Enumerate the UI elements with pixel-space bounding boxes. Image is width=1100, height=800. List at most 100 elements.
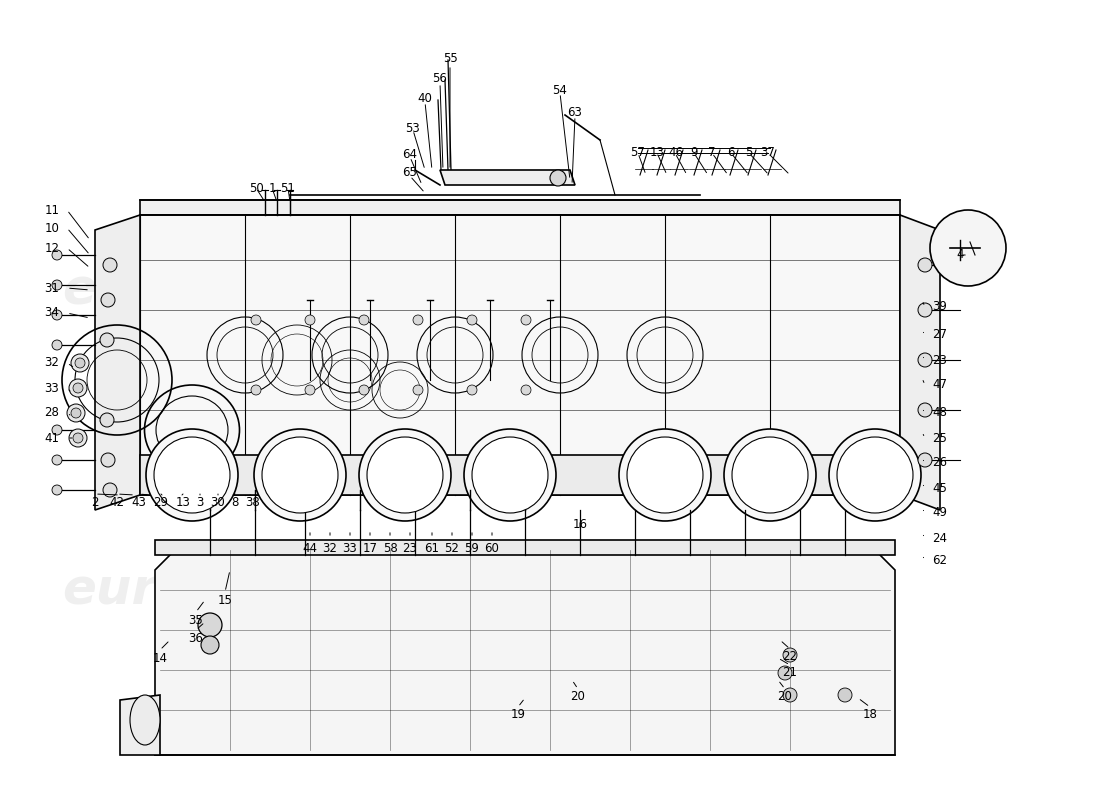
Text: 23: 23 xyxy=(933,354,947,366)
Text: 20: 20 xyxy=(571,690,585,703)
Circle shape xyxy=(783,648,798,662)
Text: 40: 40 xyxy=(418,91,432,105)
Text: 21: 21 xyxy=(782,666,797,679)
Circle shape xyxy=(359,315,369,325)
Text: 5: 5 xyxy=(746,146,752,159)
Text: 4: 4 xyxy=(956,249,964,262)
Text: 15: 15 xyxy=(218,594,232,606)
Text: 33: 33 xyxy=(45,382,59,394)
Text: 7: 7 xyxy=(708,146,716,159)
Circle shape xyxy=(201,636,219,654)
Text: 54: 54 xyxy=(552,83,568,97)
Text: eurospares: eurospares xyxy=(562,566,878,614)
Circle shape xyxy=(100,413,114,427)
Text: 33: 33 xyxy=(342,542,358,554)
Polygon shape xyxy=(140,200,900,215)
Circle shape xyxy=(52,425,62,435)
Text: 39: 39 xyxy=(933,301,947,314)
Circle shape xyxy=(73,433,82,443)
Text: 20: 20 xyxy=(778,690,792,703)
Circle shape xyxy=(619,429,711,521)
Circle shape xyxy=(412,385,424,395)
Text: 17: 17 xyxy=(363,542,377,554)
Circle shape xyxy=(918,258,932,272)
Text: 29: 29 xyxy=(154,495,168,509)
Text: 41: 41 xyxy=(44,431,59,445)
Circle shape xyxy=(73,383,82,393)
Text: eurospares: eurospares xyxy=(62,266,378,314)
Circle shape xyxy=(52,250,62,260)
Circle shape xyxy=(627,437,703,513)
Circle shape xyxy=(52,280,62,290)
Text: 30: 30 xyxy=(210,495,225,509)
Circle shape xyxy=(732,437,808,513)
Ellipse shape xyxy=(130,695,159,745)
Circle shape xyxy=(724,429,816,521)
Circle shape xyxy=(146,429,238,521)
Text: 13: 13 xyxy=(650,146,664,159)
Circle shape xyxy=(550,170,566,186)
Circle shape xyxy=(838,688,853,702)
Text: 3: 3 xyxy=(196,495,204,509)
Bar xyxy=(140,215,900,495)
Text: 32: 32 xyxy=(322,542,338,554)
Polygon shape xyxy=(155,550,895,755)
Text: eurospares: eurospares xyxy=(62,566,378,614)
Text: 47: 47 xyxy=(933,378,947,391)
Circle shape xyxy=(918,353,932,367)
Circle shape xyxy=(472,437,548,513)
Polygon shape xyxy=(120,695,160,755)
Text: 61: 61 xyxy=(425,542,440,554)
Text: 13: 13 xyxy=(176,495,190,509)
Circle shape xyxy=(464,429,556,521)
Text: 1: 1 xyxy=(268,182,276,194)
Circle shape xyxy=(412,315,424,325)
Circle shape xyxy=(154,437,230,513)
Circle shape xyxy=(367,437,443,513)
Circle shape xyxy=(778,666,792,680)
Text: 48: 48 xyxy=(933,406,947,419)
Circle shape xyxy=(918,403,932,417)
Circle shape xyxy=(198,613,222,637)
Text: 19: 19 xyxy=(510,709,526,722)
Text: 44: 44 xyxy=(302,542,318,554)
Text: 10: 10 xyxy=(45,222,59,234)
Circle shape xyxy=(100,333,114,347)
Text: 6: 6 xyxy=(727,146,735,159)
Circle shape xyxy=(783,688,798,702)
Circle shape xyxy=(837,437,913,513)
Text: 22: 22 xyxy=(782,650,797,663)
Text: 42: 42 xyxy=(110,495,124,509)
Text: 55: 55 xyxy=(442,51,458,65)
Text: 60: 60 xyxy=(485,542,499,554)
Text: 2: 2 xyxy=(91,495,99,509)
Polygon shape xyxy=(440,170,575,185)
Circle shape xyxy=(69,429,87,447)
Circle shape xyxy=(103,483,117,497)
Text: 53: 53 xyxy=(406,122,420,134)
Text: 12: 12 xyxy=(44,242,59,254)
Polygon shape xyxy=(95,215,140,510)
Text: 23: 23 xyxy=(403,542,417,554)
Text: 50: 50 xyxy=(249,182,263,194)
Circle shape xyxy=(52,485,62,495)
Circle shape xyxy=(305,385,315,395)
Text: 14: 14 xyxy=(153,651,167,665)
Text: 45: 45 xyxy=(933,482,947,494)
Text: 16: 16 xyxy=(572,518,587,531)
Circle shape xyxy=(251,385,261,395)
Circle shape xyxy=(930,210,1007,286)
Circle shape xyxy=(521,385,531,395)
Text: 11: 11 xyxy=(44,203,59,217)
Text: 57: 57 xyxy=(630,146,646,159)
Text: 43: 43 xyxy=(132,495,146,509)
Text: 65: 65 xyxy=(403,166,417,179)
Text: 46: 46 xyxy=(669,146,683,159)
Polygon shape xyxy=(900,215,940,510)
Text: 34: 34 xyxy=(45,306,59,319)
Text: 26: 26 xyxy=(933,457,947,470)
Circle shape xyxy=(521,315,531,325)
Circle shape xyxy=(468,315,477,325)
Text: 31: 31 xyxy=(45,282,59,294)
Bar xyxy=(140,455,900,495)
